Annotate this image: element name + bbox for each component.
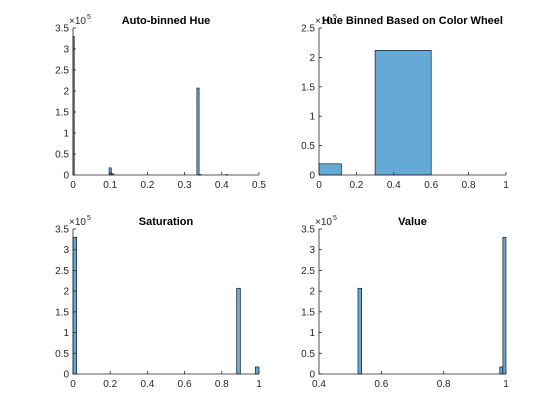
y-tick-label: 2 xyxy=(309,287,315,298)
y-exponent-label: 5 xyxy=(333,215,337,222)
y-tick-label: 0.5 xyxy=(55,150,69,161)
y-tick-label: 2 xyxy=(63,87,69,98)
histogram-bar xyxy=(374,50,432,176)
y-tick-label: 2.5 xyxy=(55,66,69,77)
y-tick-label: 1 xyxy=(309,328,315,339)
y-tick-label: 0 xyxy=(309,171,315,182)
x-tick-label: 0.8 xyxy=(462,180,476,191)
y-multiplier-label: ×10 xyxy=(315,217,332,228)
histogram-bar xyxy=(502,236,507,375)
subplot-saturation: ×10 5 0 0.2 0.4 0.6 0.8 1 0 0.5 1 1.5 2 2.5 3 3.5 Satu… xyxy=(55,215,262,390)
x-tick-label: 1 xyxy=(503,180,509,191)
y-tick-label: 1 xyxy=(63,328,69,339)
y-tick-label: 1.5 xyxy=(55,108,69,119)
x-tick-label: 0.8 xyxy=(215,379,229,390)
y-tick-label: 3 xyxy=(63,45,69,56)
y-multiplier-label: ×10 xyxy=(69,217,86,228)
chart-title: Auto-binned Hue xyxy=(122,15,211,27)
x-tick-label: 0 xyxy=(70,379,76,390)
y-tick-label: 0.5 xyxy=(301,349,315,360)
x-tick-label: 1 xyxy=(503,379,509,390)
y-tick-label: 3.5 xyxy=(55,225,69,236)
y-tick-label: 0 xyxy=(63,370,69,381)
y-tick-label: 1.5 xyxy=(301,307,315,318)
x-tick-label: 0.4 xyxy=(215,180,229,191)
x-tick-label: 0.4 xyxy=(312,379,326,390)
x-tick-label: 0.4 xyxy=(140,379,154,390)
y-tick-label: 1 xyxy=(309,112,315,123)
x-tick-label: 0 xyxy=(70,180,76,191)
y-multiplier-label: ×10 xyxy=(315,16,332,27)
x-tick-label: 0.2 xyxy=(103,379,117,390)
x-tick-label: 0.2 xyxy=(140,180,154,191)
histogram-bar xyxy=(499,366,504,375)
y-tick-label: 3.5 xyxy=(301,225,315,236)
y-multiplier-label: ×10 xyxy=(69,16,86,27)
x-tick-label: 0.2 xyxy=(349,180,363,191)
chart-title: Hue Binned Based on Color Wheel xyxy=(322,15,503,27)
y-tick-label: 0 xyxy=(309,370,315,381)
y-exponent-label: 5 xyxy=(87,215,91,222)
chart-title: Value xyxy=(398,216,427,228)
x-tick-label: 1 xyxy=(256,379,262,390)
y-tick-label: 0.5 xyxy=(55,349,69,360)
y-tick-label: 1.5 xyxy=(301,82,315,93)
histogram-bar xyxy=(254,366,260,375)
y-tick-label: 2 xyxy=(63,287,69,298)
y-tick-label: 3 xyxy=(63,245,69,256)
y-exponent-label: 5 xyxy=(87,14,91,21)
x-tick-label: 0.6 xyxy=(178,379,192,390)
y-tick-label: 0 xyxy=(63,171,69,182)
x-tick-label: 0.1 xyxy=(103,180,117,191)
subplot-value: ×10 5 0.4 0.6 0.8 1 0 0.5 1 1.5 2 2.5 3 3.5 Value xyxy=(301,215,509,390)
x-tick-label: 0.5 xyxy=(252,180,266,191)
histogram-bar xyxy=(318,163,342,176)
y-tick-label: 1.5 xyxy=(55,307,69,318)
subplot-hue-color-wheel: ×10 5 0 0.2 0.4 0.6 0.8 1 0 0.5 1 1.5 2 2.5 Hue Binn… xyxy=(301,14,509,191)
x-tick-label: 0 xyxy=(316,180,322,191)
y-tick-label: 3 xyxy=(309,245,315,256)
histogram-bar xyxy=(196,87,200,176)
histogram-bar xyxy=(357,287,362,375)
y-tick-label: 0.5 xyxy=(301,141,315,152)
y-tick-label: 2 xyxy=(309,53,315,64)
y-tick-label: 1 xyxy=(63,129,69,140)
y-tick-label: 3.5 xyxy=(55,24,69,35)
x-tick-label: 0.3 xyxy=(178,180,192,191)
chart-title: Saturation xyxy=(139,216,194,228)
histogram-bar xyxy=(236,287,241,375)
subplot-auto-binned-hue: ×10 5 0 0.1 0.2 0.3 0.4 0.5 0 0.5 1 1.5 2 2.5 3 3.5 Au… xyxy=(55,14,266,191)
y-exponent-label: 5 xyxy=(333,14,337,21)
x-tick-label: 0.8 xyxy=(437,379,451,390)
x-tick-label: 0.6 xyxy=(424,180,438,191)
y-tick-label: 2.5 xyxy=(301,24,315,35)
x-tick-label: 0.4 xyxy=(387,180,401,191)
y-tick-label: 2.5 xyxy=(55,266,69,277)
x-tick-label: 0.6 xyxy=(374,379,388,390)
y-tick-label: 2.5 xyxy=(301,266,315,277)
